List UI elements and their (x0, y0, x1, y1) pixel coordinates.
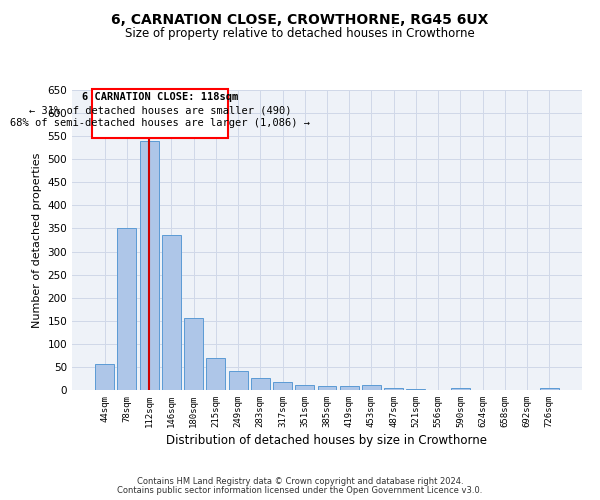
Bar (251, 378, 270, 390)
Text: 6 CARNATION CLOSE: 118sqm: 6 CARNATION CLOSE: 118sqm (82, 92, 238, 102)
Text: Contains HM Land Registry data © Crown copyright and database right 2024.: Contains HM Land Registry data © Crown c… (137, 477, 463, 486)
Text: 68% of semi-detached houses are larger (1,086) →: 68% of semi-detached houses are larger (… (10, 118, 310, 128)
X-axis label: Distribution of detached houses by size in Crowthorne: Distribution of detached houses by size … (167, 434, 487, 447)
Bar (273, 382, 292, 390)
Y-axis label: Number of detached properties: Number of detached properties (32, 152, 42, 328)
Bar (362, 386, 381, 390)
Text: ← 31% of detached houses are smaller (490): ← 31% of detached houses are smaller (49… (29, 105, 292, 115)
Bar (162, 235, 181, 390)
Bar (140, 141, 158, 390)
Bar (540, 388, 559, 390)
Bar (295, 386, 314, 390)
Bar (206, 358, 225, 390)
Bar (384, 388, 403, 390)
Bar (95, 364, 114, 390)
Bar (184, 318, 203, 390)
Bar (451, 388, 470, 390)
Bar (406, 388, 425, 390)
Bar (229, 370, 248, 390)
Text: Contains public sector information licensed under the Open Government Licence v3: Contains public sector information licen… (118, 486, 482, 495)
Text: Size of property relative to detached houses in Crowthorne: Size of property relative to detached ho… (125, 28, 475, 40)
Bar (340, 386, 359, 390)
Bar (118, 228, 136, 390)
Text: 6, CARNATION CLOSE, CROWTHORNE, RG45 6UX: 6, CARNATION CLOSE, CROWTHORNE, RG45 6UX (112, 12, 488, 26)
Bar (317, 386, 337, 390)
